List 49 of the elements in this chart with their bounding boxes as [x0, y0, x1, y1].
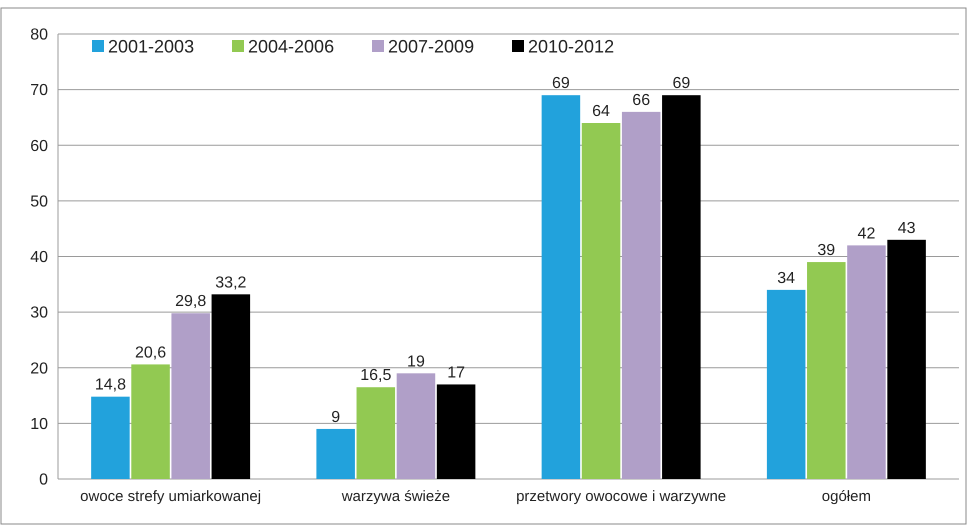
y-tick-label: 60 [30, 138, 48, 155]
x-tick-label: przetwory owocowe i warzywne [516, 488, 726, 505]
bar [91, 396, 130, 479]
data-label: 69 [552, 75, 570, 92]
y-tick-label: 0 [39, 472, 48, 489]
bar [396, 373, 436, 479]
data-label: 39 [817, 242, 836, 260]
y-tick-label: 50 [30, 193, 48, 210]
legend-label: 2004-2006 [248, 36, 334, 56]
bar [622, 112, 660, 479]
y-tick-label: 20 [30, 360, 48, 378]
data-label: 42 [858, 225, 876, 242]
bar [212, 294, 250, 479]
data-label: 20,6 [134, 344, 166, 362]
bar [436, 384, 476, 479]
bar [847, 245, 886, 479]
y-tick-label: 70 [30, 82, 48, 100]
x-tick-label: ogółem [822, 488, 871, 505]
y-tick-label: 80 [30, 26, 48, 44]
data-label: 34 [777, 270, 796, 287]
data-label: 64 [592, 103, 610, 120]
bar [356, 387, 396, 479]
bar [766, 290, 806, 479]
y-tick-label: 30 [30, 304, 48, 322]
y-tick-label: 40 [30, 249, 48, 266]
data-label: 19 [407, 353, 425, 370]
bar [316, 428, 355, 479]
bar [582, 123, 620, 479]
data-label: 69 [672, 75, 690, 92]
x-tick-label: warzywa świeże [340, 488, 450, 505]
legend-label: 2010-2012 [528, 36, 614, 56]
bar [887, 240, 926, 479]
data-label: 14,8 [94, 376, 126, 394]
y-tick-label: 10 [30, 416, 48, 433]
bar [171, 313, 210, 479]
data-label: 33,2 [215, 274, 247, 292]
bar [542, 95, 580, 479]
data-label: 9 [331, 408, 340, 426]
data-label: 17 [447, 364, 466, 382]
x-tick-label: owoce strefy umiarkowanej [80, 488, 262, 505]
data-label: 66 [632, 92, 650, 109]
bar [662, 95, 701, 479]
legend-label: 2007-2009 [388, 36, 474, 56]
data-label: 43 [898, 220, 916, 237]
bar [131, 364, 170, 479]
data-label: 16,5 [360, 367, 392, 384]
data-label: 29,8 [175, 293, 206, 310]
bar [807, 262, 846, 479]
legend-label: 2001-2003 [108, 36, 194, 56]
